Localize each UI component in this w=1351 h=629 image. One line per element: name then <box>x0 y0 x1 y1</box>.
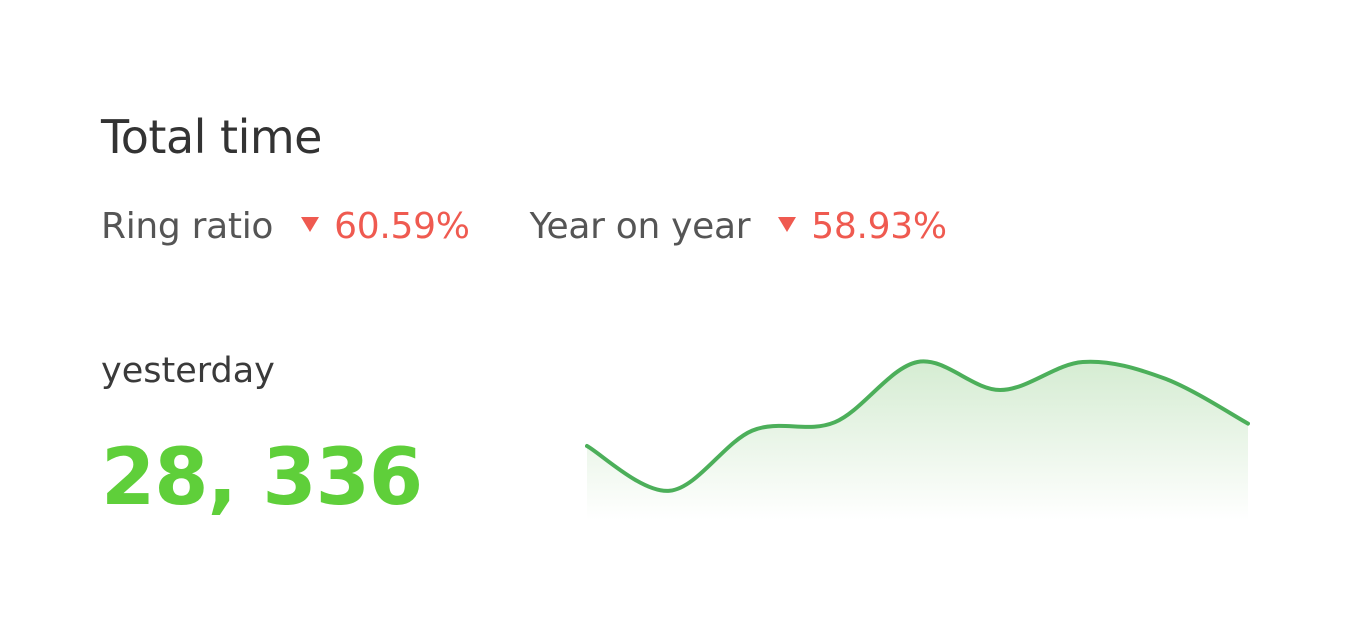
triangle-down-icon <box>301 216 320 232</box>
total-value: 28, 336 <box>101 433 423 523</box>
sparkline-area <box>587 361 1248 520</box>
sparkline-line <box>585 359 1250 493</box>
ring-ratio-value: 60.59% <box>334 205 470 247</box>
ring-ratio-label: Ring ratio <box>101 205 274 247</box>
comparison-stats: Ring ratio 60.59% Year on year 58.93% <box>101 201 947 251</box>
sparkline-chart <box>585 359 1250 520</box>
year-on-year-value: 58.93% <box>811 205 947 247</box>
period-label: yesterday <box>101 351 275 391</box>
year-on-year-label: Year on year <box>529 205 751 247</box>
card-title: Total time <box>101 110 322 164</box>
ring-ratio-stat: Ring ratio 60.59% <box>101 206 470 247</box>
year-on-year-stat: Year on year 58.93% <box>530 206 947 247</box>
triangle-down-icon <box>778 216 797 232</box>
